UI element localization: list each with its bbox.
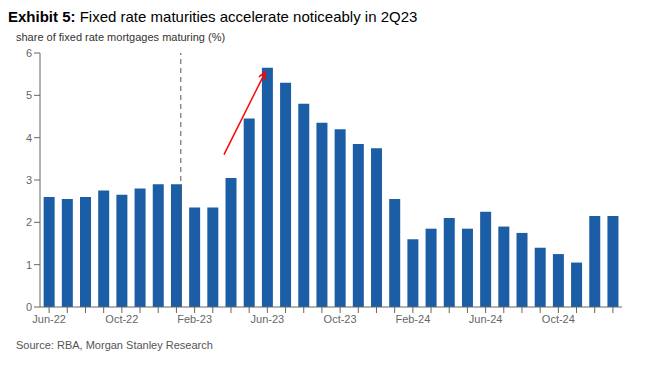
svg-text:0: 0 [26,301,32,313]
svg-text:Feb-23: Feb-23 [177,313,212,325]
svg-text:Feb-24: Feb-24 [395,313,430,325]
svg-text:3: 3 [26,174,32,186]
svg-text:1: 1 [26,259,32,271]
svg-text:6: 6 [26,47,32,59]
svg-text:Oct-24: Oct-24 [542,313,575,325]
svg-text:Jun-23: Jun-23 [251,313,285,325]
svg-text:2: 2 [26,216,32,228]
html-text:Exhibit 5: Fixed rate maturiti: Exhibit 5: Fixed rate maturities acceler… [8,8,418,25]
html-text:share of fixed rate mortgages: share of fixed rate mortgages maturing (… [16,31,226,43]
svg-text:Oct-22: Oct-22 [105,313,138,325]
svg-text:Jun-24: Jun-24 [469,313,503,325]
svg-text:4: 4 [26,132,32,144]
svg-text:Oct-23: Oct-23 [324,313,357,325]
html-text:Source: RBA, Morgan Stanley Re: Source: RBA, Morgan Stanley Research [16,339,213,351]
svg-text:5: 5 [26,89,32,101]
svg-text:Jun-22: Jun-22 [32,313,66,325]
